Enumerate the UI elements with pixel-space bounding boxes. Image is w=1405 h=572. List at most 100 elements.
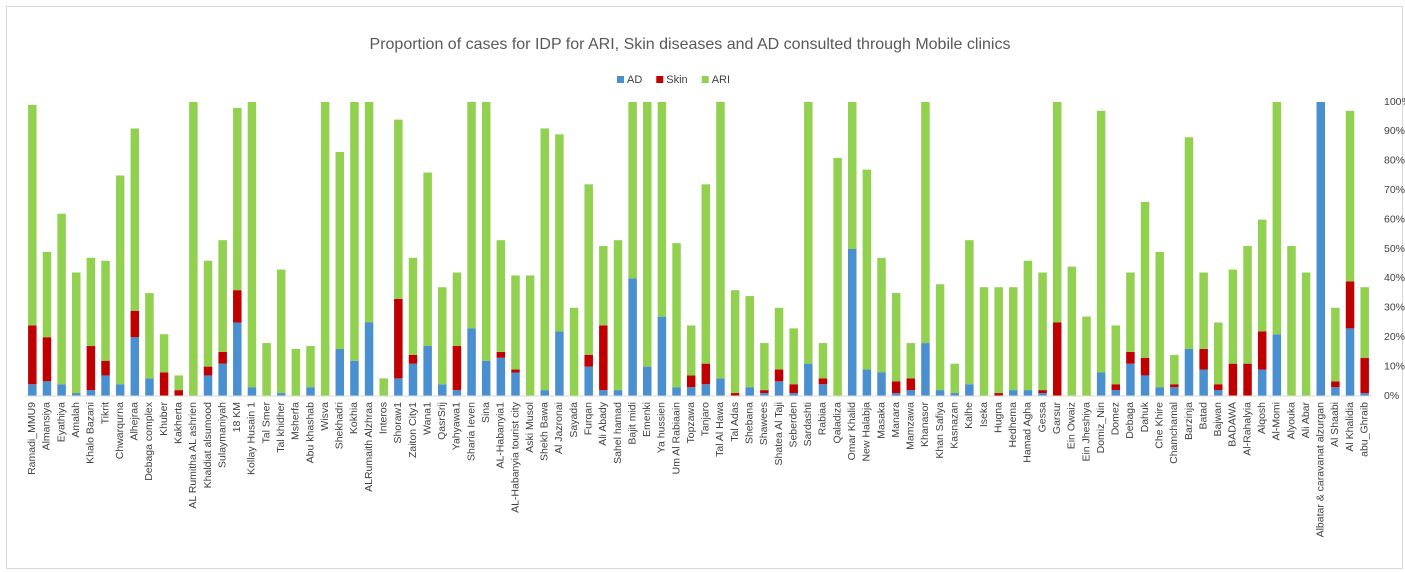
x-tick-label: Tikrit — [99, 402, 111, 424]
bar-segment — [467, 328, 476, 396]
bar-segment — [203, 375, 213, 396]
bar-segment — [877, 257, 886, 373]
bar-segment — [994, 393, 1003, 396]
bar-segment — [1257, 219, 1267, 332]
bar-segment — [130, 128, 140, 311]
bar-segment — [540, 128, 550, 391]
bar-segment — [306, 387, 315, 396]
bar-segment — [584, 184, 593, 355]
bar-segment — [599, 246, 608, 326]
x-tick-label: New Halabja — [861, 402, 873, 462]
bar-segment — [467, 102, 476, 329]
x-tick-label: Batad — [1197, 402, 1209, 430]
bar-segment — [1331, 387, 1340, 396]
bar-segment — [745, 387, 754, 396]
bar-segment — [774, 307, 784, 370]
bar-segment — [496, 240, 506, 352]
bar-segment — [1096, 110, 1106, 373]
x-tick-label: Furqan — [582, 402, 594, 435]
bar-segment — [643, 102, 652, 367]
bar-segment — [364, 322, 374, 396]
x-tick-label: Khaldiat alsumood — [202, 402, 214, 489]
bar-segment — [511, 275, 520, 370]
bar-segment — [1140, 201, 1150, 358]
bar-segment — [672, 243, 681, 388]
bar-segment — [28, 384, 37, 396]
bar-segment — [189, 102, 198, 396]
bar-segment — [1067, 266, 1077, 396]
bar-segment — [159, 372, 169, 396]
bar-segment — [452, 346, 462, 391]
bar-segment — [350, 102, 359, 361]
bar-segment — [789, 328, 798, 385]
bar-segment — [350, 360, 359, 396]
legend-swatch — [656, 76, 664, 83]
x-tick-label: Alqosh — [1256, 402, 1268, 434]
bar-segment — [379, 378, 388, 396]
bar-segment — [481, 102, 491, 361]
x-tick-label: Chwarqurna — [114, 402, 126, 459]
bar-segment — [408, 354, 418, 364]
bar-segment — [203, 366, 213, 376]
y-tick-label: 40% — [1384, 272, 1405, 284]
bar-segment — [1155, 387, 1164, 396]
legend-swatch — [701, 76, 709, 83]
bar-segment — [716, 102, 725, 379]
bar-segment — [628, 278, 637, 396]
bar-segment — [730, 290, 740, 394]
x-tick-label: AL-Habanyia tourist city — [509, 401, 521, 513]
x-tick-label: Al Khalidia — [1344, 402, 1356, 452]
x-tick-label: Ein Jheshiya — [1080, 402, 1092, 462]
x-tick-label: Sulaymaniyah — [216, 402, 228, 468]
x-tick-label: Al-Rahalyia — [1241, 402, 1253, 456]
bar-segment — [657, 102, 667, 317]
bar-segment — [891, 293, 901, 382]
bar-segment — [481, 360, 491, 396]
bar-segment — [613, 240, 623, 391]
bar-segment — [906, 378, 916, 391]
bar-segment — [511, 372, 520, 396]
bar-segment — [643, 366, 652, 396]
x-tick-label: Iseka — [978, 402, 990, 427]
bar-segment — [555, 331, 564, 396]
x-tick-label: Bajwan — [1212, 402, 1224, 437]
x-tick-label: Domiz_Nin — [1095, 402, 1107, 454]
x-tick-label: Kokhia — [348, 402, 360, 434]
x-tick-label: Sayada — [568, 402, 580, 438]
bar-segment — [818, 343, 828, 379]
bar-segment — [584, 354, 593, 367]
x-tick-label: Msherfa — [290, 402, 302, 440]
bar-segment — [686, 325, 696, 376]
bar-segment — [1111, 384, 1121, 391]
bar-segment — [760, 343, 769, 391]
bar-segment — [1199, 348, 1208, 370]
x-tick-label: Shoraw1 — [392, 402, 404, 444]
x-tick-label: Masaka — [875, 402, 887, 439]
x-tick-label: Gessa — [1036, 402, 1048, 433]
bar-segment — [291, 348, 301, 396]
x-tick-label: Dahuk — [1139, 401, 1151, 432]
bar-segment — [28, 104, 37, 326]
bar-segment — [262, 343, 271, 396]
bar-segment — [891, 381, 901, 394]
x-tick-label: Seberden — [787, 402, 799, 448]
legend-swatch — [617, 76, 624, 83]
bar-segment — [760, 390, 769, 394]
bar-segment — [218, 240, 227, 352]
bar-segment — [1038, 390, 1047, 394]
x-tick-label: Khalo Bazani — [85, 402, 97, 464]
bar-segment — [247, 102, 257, 388]
y-tick-label: 50% — [1384, 243, 1405, 255]
bar-segment — [1257, 331, 1267, 370]
bar-segment — [1345, 281, 1355, 329]
bar-segment — [203, 260, 213, 367]
bar-segment — [276, 269, 286, 394]
legend-label: Skin — [666, 74, 687, 86]
bar-segment — [438, 287, 447, 385]
x-tick-label: Barzinja — [1183, 402, 1195, 440]
bar-segment — [1272, 334, 1282, 396]
bar-segment — [1331, 381, 1340, 388]
bar-segment — [804, 363, 813, 396]
bar-segment — [1052, 102, 1062, 323]
bar-segment — [408, 257, 418, 355]
